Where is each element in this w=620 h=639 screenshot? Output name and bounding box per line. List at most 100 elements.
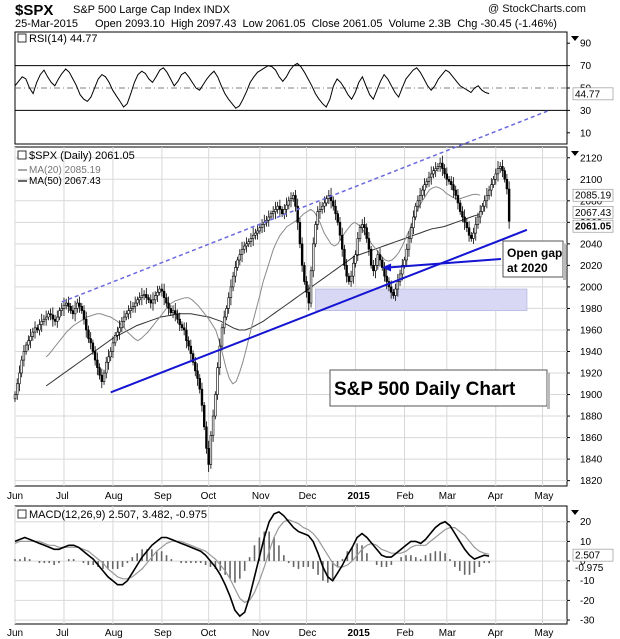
volume-label: Volume <box>388 18 426 30</box>
candle-body-14 <box>44 316 48 320</box>
macd-menu-arrow <box>571 510 579 515</box>
candle-body-65 <box>158 288 161 293</box>
macd-hist-bar-44 <box>229 561 231 579</box>
candle-body-52 <box>129 308 132 311</box>
open-gap-box-shadow <box>563 244 566 280</box>
ma50-last-value: 2067.43 <box>575 208 612 219</box>
macd-hist-bar-35 <box>185 561 187 564</box>
candle-body-148 <box>343 248 346 266</box>
candle-body-55 <box>136 299 139 304</box>
price-x-label-7: 2015 <box>348 491 371 502</box>
candle-body-176 <box>405 248 408 261</box>
candle-body-28 <box>76 302 79 309</box>
macd-hist-bar-41 <box>214 561 217 569</box>
low-label: Low <box>242 18 263 30</box>
candle-body-155 <box>358 227 362 239</box>
macd-hist-bar-79 <box>400 557 402 562</box>
macd-hist-bar-29 <box>155 551 158 562</box>
macd-hist-bar-15 <box>87 561 90 565</box>
macd-hist-bar-58 <box>297 561 300 569</box>
candle-body-66 <box>160 288 164 292</box>
macd-hist-bar-39 <box>204 561 207 565</box>
candle-body-221 <box>505 178 509 190</box>
macd-hist-bar-14 <box>82 561 85 564</box>
candle-body-117 <box>274 209 277 212</box>
macd-hist-last-value: -0.975 <box>575 563 604 574</box>
candle-body-27 <box>73 308 77 315</box>
candle-body-31 <box>82 310 86 320</box>
candle-body-38 <box>98 367 101 376</box>
candle-body-60 <box>147 297 150 301</box>
rsi-menu-arrow <box>571 36 579 41</box>
price-tick-label-12: 1880 <box>580 412 603 423</box>
open-gap-box <box>502 240 564 278</box>
candle-body-187 <box>430 173 433 178</box>
chart-title-box-shadow <box>547 373 550 409</box>
macd-hist-bar-64 <box>327 561 329 583</box>
macd-hist-bar-45 <box>234 561 236 583</box>
candle-body-119 <box>278 205 282 210</box>
macd-hist-bar-56 <box>287 561 290 564</box>
candle-body-43 <box>109 351 112 358</box>
candle-body-126 <box>294 195 297 207</box>
rsi-toggle-box <box>17 33 27 43</box>
macd-hist-bar-34 <box>180 561 182 564</box>
candle-body-70 <box>169 308 173 314</box>
candle-body-32 <box>85 318 88 331</box>
candle-body-138 <box>320 205 324 210</box>
macd-hist-bar-6 <box>43 561 46 564</box>
candle-body-29 <box>78 302 81 307</box>
candle-body-23 <box>64 302 68 306</box>
price-x-label-10: Apr <box>488 491 504 502</box>
macd-hist-bar-32 <box>170 559 173 562</box>
macd-tick-label-4: -20 <box>580 596 595 607</box>
candle-body-184 <box>423 184 426 191</box>
macd-tick-label-0: 20 <box>580 517 592 528</box>
candle-body-153 <box>354 254 357 264</box>
candle-body-164 <box>378 254 382 261</box>
candle-body-103 <box>243 245 246 250</box>
macd-hist-bar-61 <box>312 561 314 569</box>
price-x-label-8: Feb <box>397 491 415 502</box>
high-value: 2097.43 <box>196 18 237 30</box>
candle-body-156 <box>361 224 364 229</box>
candle-body-44 <box>111 342 115 352</box>
macd-hist-bar-85 <box>429 553 432 562</box>
candle-body-84 <box>200 388 204 406</box>
macd-x-label-9: Mar <box>439 628 457 639</box>
candle-body-67 <box>162 290 166 298</box>
candle-body-201 <box>461 211 464 218</box>
candle-body-45 <box>113 335 117 344</box>
candle-body-123 <box>287 200 290 206</box>
macd-x-label-11: May <box>535 628 554 639</box>
candle-body-36 <box>93 351 97 361</box>
gap-zone <box>315 288 528 311</box>
candle-body-195 <box>447 178 451 182</box>
candle-body-74 <box>178 318 181 325</box>
macd-hist-bar-50 <box>258 537 261 562</box>
price-label: $SPX (Daily) 2061.05 <box>29 150 135 162</box>
price-tick-label-14: 1840 <box>580 455 603 466</box>
high-label: High <box>170 18 194 30</box>
macd-hist-bar-84 <box>424 555 427 562</box>
candle-body-170 <box>392 291 395 296</box>
macd-hist-bar-66 <box>336 561 339 567</box>
macd-hist-bar-75 <box>380 561 383 567</box>
candle-body-48 <box>120 321 124 329</box>
candle-body-205 <box>470 234 473 239</box>
macd-hist-bar-23 <box>126 561 129 564</box>
candle-body-47 <box>118 327 121 333</box>
candle-body-11 <box>38 324 41 331</box>
candle-body-163 <box>376 254 380 266</box>
price-x-label-2: Aug <box>105 491 123 502</box>
macd-hist-bar-0 <box>14 559 16 562</box>
rsi-tick-label-0: 90 <box>580 39 592 50</box>
candle-body-71 <box>171 310 175 314</box>
candle-body-152 <box>352 262 355 277</box>
macd-hist-bar-20 <box>111 561 114 569</box>
upper-trendline <box>61 109 550 303</box>
macd-hist-bar-91 <box>458 561 461 571</box>
candle-body-203 <box>465 222 469 229</box>
rsi-last-value-box <box>572 87 614 101</box>
candle-body-37 <box>96 359 99 368</box>
